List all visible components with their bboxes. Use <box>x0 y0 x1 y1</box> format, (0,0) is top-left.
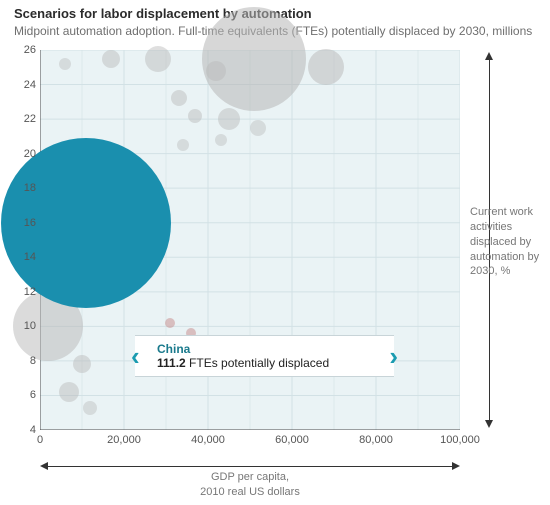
bubble-bg19 <box>59 58 71 70</box>
x-axis-caption-l2: 2010 real US dollars <box>200 486 300 498</box>
bubble-bg1 <box>202 7 306 111</box>
y-tick-label: 4 <box>6 424 36 436</box>
bubble-bg14 <box>59 382 79 402</box>
y-tick-label: 14 <box>6 251 36 263</box>
bubble-bg10 <box>215 134 227 146</box>
y-axis-arrow-up <box>485 52 493 60</box>
bubble-bg16 <box>165 318 175 328</box>
bubble-bg5 <box>102 50 120 68</box>
tooltip[interactable]: ‹China111.2 FTEs potentially displaced› <box>135 335 394 377</box>
bubble-bg2 <box>308 49 344 85</box>
x-axis-caption: GDP per capita, 2010 real US dollars <box>170 470 330 500</box>
bubble-bg9 <box>250 120 266 136</box>
tooltip-country: China <box>157 342 372 356</box>
x-tick-label: 20,000 <box>107 434 141 446</box>
chevron-right-icon[interactable]: › <box>389 343 398 369</box>
tooltip-text: 111.2 FTEs potentially displaced <box>157 356 372 370</box>
y-tick-label: 18 <box>6 182 36 194</box>
y-tick-label: 8 <box>6 355 36 367</box>
x-tick-label: 80,000 <box>359 434 393 446</box>
y-tick-label: 26 <box>6 44 36 56</box>
tooltip-suffix: FTEs potentially displaced <box>186 356 329 370</box>
chart-container: Scenarios for labor displacement by auto… <box>0 0 550 505</box>
y-tick-label: 20 <box>6 148 36 160</box>
tooltip-value: 111.2 <box>157 356 186 370</box>
y-tick-label: 12 <box>6 286 36 298</box>
x-tick-label: 100,000 <box>440 434 480 446</box>
y-axis-arrow-down <box>485 420 493 428</box>
plot-area: ‹ China111.2 FTEs potentially displaced › <box>40 50 460 430</box>
y-axis-caption: Current work activities displaced by aut… <box>470 205 540 279</box>
x-tick-label: 0 <box>37 434 43 446</box>
x-axis-arrow-left <box>40 462 48 470</box>
bubble-bg7 <box>188 109 202 123</box>
x-tick-label: 40,000 <box>191 434 225 446</box>
x-tick-label: 60,000 <box>275 434 309 446</box>
bubble-bg6 <box>171 90 187 106</box>
x-axis-arrow-right <box>452 462 460 470</box>
y-tick-label: 22 <box>6 113 36 125</box>
bubble-bg8 <box>218 108 240 130</box>
bubble-bg3 <box>206 61 226 81</box>
y-tick-label: 6 <box>6 389 36 401</box>
x-axis-arrow-line <box>48 466 452 467</box>
bubble-bg13 <box>73 355 91 373</box>
y-tick-label: 16 <box>6 217 36 229</box>
chevron-left-icon[interactable]: ‹ <box>131 343 140 369</box>
bubble-bg15 <box>83 401 97 415</box>
bubble-bg11 <box>177 139 189 151</box>
x-axis-caption-l1: GDP per capita, <box>211 471 289 483</box>
y-tick-label: 10 <box>6 320 36 332</box>
bubble-bg4 <box>145 46 171 72</box>
y-tick-label: 24 <box>6 79 36 91</box>
